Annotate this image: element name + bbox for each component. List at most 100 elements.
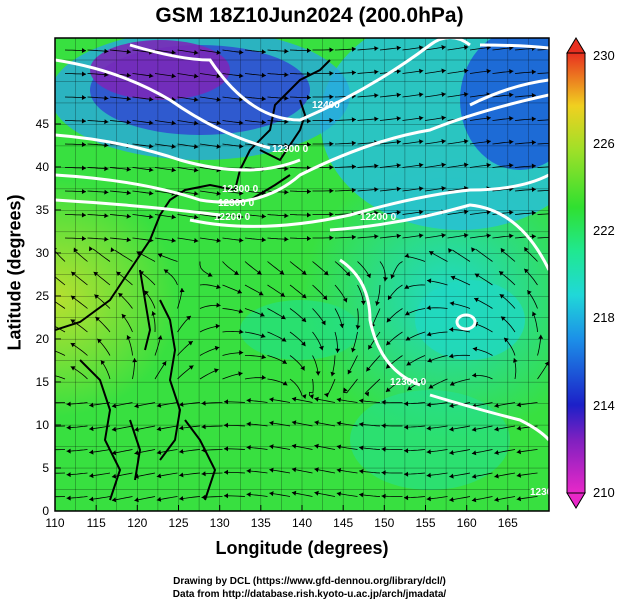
streamline: [537, 72, 549, 74]
streamline-arrow: [188, 341, 193, 346]
colorbar-label: 230: [593, 48, 615, 63]
streamline-arrow: [441, 68, 446, 74]
streamline-arrow: [284, 213, 289, 219]
streamline-arrow: [193, 191, 199, 196]
streamline-arrow: [351, 117, 356, 123]
streamline-arrow: [171, 120, 176, 126]
streamline-arrow: [450, 275, 456, 281]
streamline-arrow: [81, 48, 86, 53]
streamline-arrow: [261, 213, 266, 219]
y-tick-label: 20: [36, 332, 50, 346]
streamline-arrow: [441, 45, 446, 50]
x-tick-label: 125: [168, 516, 188, 530]
y-tick-0: 0: [42, 504, 61, 518]
x-tick-label: 110: [45, 516, 64, 530]
streamline-arrow: [73, 247, 78, 253]
streamline-arrow: [554, 235, 558, 240]
streamline-arrow: [474, 297, 479, 303]
x-tick-label: 140: [292, 516, 312, 530]
streamline-arrow: [280, 292, 285, 297]
streamline-arrow: [134, 426, 139, 432]
streamline-arrow: [188, 365, 194, 370]
streamline-arrow: [134, 497, 139, 503]
streamline-arrow: [321, 320, 326, 326]
streamline: [55, 301, 66, 309]
streamline-arrow: [309, 394, 314, 399]
contour-line: [189, 173, 549, 228]
streamline-arrow: [531, 187, 536, 192]
streamline-arrow: [322, 295, 328, 300]
streamline-arrow: [179, 449, 184, 454]
x-tick-label: 120: [127, 516, 147, 530]
streamline-arrow: [374, 116, 379, 122]
streamline-arrow: [404, 495, 409, 501]
streamline-arrow: [224, 422, 228, 428]
streamline-arrow: [193, 144, 199, 149]
streamline-arrow: [307, 118, 311, 124]
streamline-arrow: [81, 212, 86, 218]
contour-label: 12400: [312, 100, 340, 111]
streamline-arrow: [390, 274, 396, 279]
streamline-arrow: [291, 443, 297, 449]
grid-lines: [55, 38, 549, 511]
streamline-arrow: [486, 233, 491, 239]
streamline-arrow: [282, 381, 288, 386]
streamline-arrow: [193, 238, 199, 243]
streamline-arrow: [531, 140, 536, 145]
streamline-arrow: [81, 142, 86, 147]
streamline-arrow: [509, 139, 514, 145]
streamline-arrow: [509, 233, 514, 239]
y-tick-label: 5: [42, 461, 49, 475]
contour-label: 12200 0: [214, 212, 251, 223]
streamline-arrow: [386, 363, 391, 369]
streamline-arrow: [95, 316, 101, 322]
streamline-arrow: [359, 469, 364, 474]
streamline-arrow: [336, 468, 342, 473]
streamline-arrow: [284, 189, 289, 195]
streamline-arrow: [301, 341, 306, 347]
streamline: [537, 236, 549, 239]
streamline-arrow: [261, 72, 266, 78]
streamline-arrow: [426, 472, 431, 478]
x-tick-6: 140: [292, 505, 312, 530]
streamline-arrow: [279, 270, 285, 275]
x-tick-label: 150: [374, 516, 394, 530]
streamline-arrow: [486, 209, 491, 215]
streamline-arrow: [193, 167, 199, 173]
streamline-arrow: [351, 140, 356, 146]
streamline-arrow: [269, 467, 274, 473]
streamline-arrow: [494, 497, 499, 502]
streamline-arrow: [307, 165, 311, 171]
streamline-arrow: [314, 420, 319, 426]
streamline-arrow: [374, 187, 379, 192]
contour-line: [129, 38, 471, 122]
streamline-arrow: [429, 251, 434, 256]
x-axis-label: Longitude (degrees): [215, 538, 389, 558]
streamline-arrow: [193, 50, 199, 55]
streamline-arrow: [355, 325, 361, 330]
streamline-arrow: [70, 343, 76, 348]
streamline-arrow: [111, 403, 117, 409]
streamline-arrow: [531, 210, 536, 216]
streamline-arrow: [449, 426, 454, 432]
streamline-arrow: [524, 268, 529, 274]
streamline-arrow: [66, 495, 71, 501]
streamline-arrow: [136, 251, 142, 256]
streamline-arrow: [531, 234, 536, 239]
streamline-arrow: [238, 308, 244, 314]
contour-label: 12300 0: [390, 377, 427, 388]
streamline-arrow: [385, 387, 391, 392]
streamline-arrow: [44, 447, 48, 452]
streamline-arrow: [426, 402, 431, 408]
colorbar-label: 222: [593, 223, 615, 238]
streamline-arrow: [531, 93, 536, 98]
streamline-arrow: [260, 333, 266, 338]
streamline-arrow: [419, 162, 424, 168]
streamline-arrow: [121, 314, 127, 319]
streamline-arrow: [179, 496, 184, 501]
streamline-arrow: [66, 425, 71, 431]
streamline-arrow: [261, 354, 266, 360]
streamline-arrow: [144, 290, 149, 296]
streamline-arrow: [464, 162, 469, 168]
streamline-arrow: [104, 236, 109, 242]
